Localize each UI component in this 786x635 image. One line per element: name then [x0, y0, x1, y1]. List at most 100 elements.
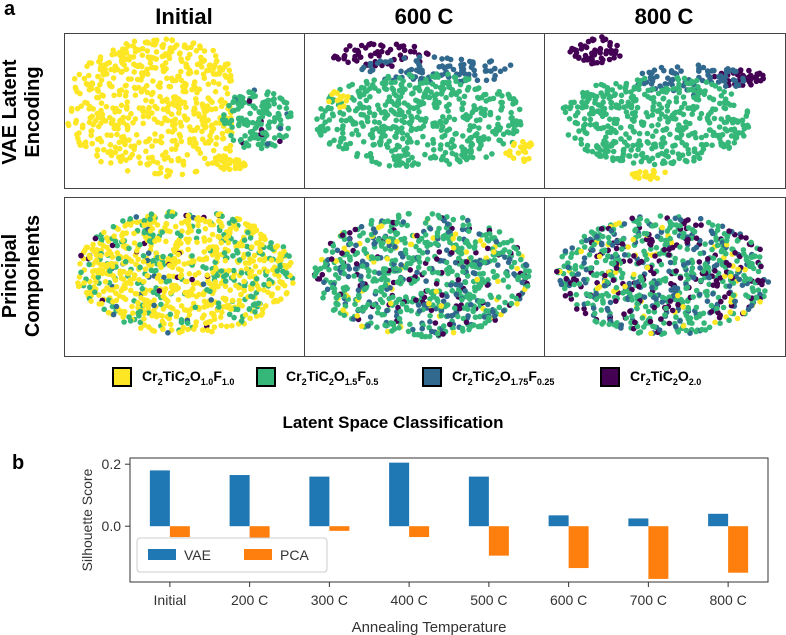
- scatter-point: [593, 259, 600, 266]
- scatter-point: [263, 110, 270, 116]
- scatter-point: [347, 240, 354, 247]
- scatter-point: [722, 273, 728, 280]
- scatter-point: [379, 62, 385, 69]
- scatter-point: [405, 210, 412, 217]
- scatter-point: [630, 160, 637, 166]
- scatter-point: [631, 117, 637, 124]
- scatter-point: [735, 266, 741, 273]
- scatter-point: [400, 135, 406, 142]
- scatter-point: [636, 130, 643, 137]
- scatter-point: [257, 248, 264, 254]
- scatter-point: [116, 49, 123, 56]
- scatter-point: [654, 233, 661, 240]
- scatter-point: [613, 269, 619, 276]
- scatter-point: [725, 66, 731, 72]
- scatter-point: [477, 237, 484, 244]
- scatter-point: [165, 154, 171, 161]
- scatter-point: [460, 222, 467, 229]
- scatter-point: [197, 43, 203, 49]
- scatter-point: [667, 131, 673, 138]
- scatter-point: [338, 117, 345, 124]
- scatter-point: [634, 323, 641, 330]
- scatter-point: [683, 142, 690, 148]
- scatter-point: [675, 151, 682, 157]
- scatter-point: [382, 85, 389, 92]
- scatter-point: [685, 236, 691, 243]
- scatter-point: [458, 56, 465, 63]
- scatter-point: [68, 108, 75, 114]
- scatter-point: [465, 313, 471, 319]
- scatter-point: [632, 319, 638, 326]
- scatter-point: [196, 113, 202, 120]
- scatter-point: [379, 48, 385, 55]
- scatter-point: [213, 120, 219, 126]
- scatter-point: [115, 226, 121, 232]
- scatter-point: [352, 53, 358, 60]
- scatter-point: [361, 64, 367, 71]
- scatter-point: [513, 246, 519, 252]
- legend-item: Cr2TiC2O1.0F1.0: [112, 367, 234, 387]
- scatter-point: [199, 57, 205, 63]
- scatter-point: [496, 304, 503, 311]
- scatter-point: [401, 113, 408, 120]
- scatter-point: [212, 248, 219, 255]
- scatter-point: [394, 219, 401, 225]
- scatter-point: [593, 124, 599, 130]
- scatter-point: [312, 273, 318, 279]
- bar-vae: [229, 475, 250, 527]
- scatter-point: [723, 259, 730, 266]
- scatter-point: [609, 242, 616, 248]
- scatter-point: [517, 121, 524, 128]
- scatter-point: [459, 297, 465, 303]
- scatter-point: [430, 147, 437, 153]
- scatter-point: [120, 218, 126, 224]
- scatter-point: [469, 154, 476, 161]
- scatter-point: [110, 273, 117, 279]
- scatter-point: [715, 223, 721, 229]
- scatter-point: [606, 56, 613, 63]
- scatter-point: [427, 313, 433, 319]
- scatter-point: [658, 150, 665, 157]
- scatter-point: [645, 94, 651, 100]
- scatter-point: [470, 293, 477, 300]
- scatter-point: [651, 99, 657, 106]
- scatter-point: [229, 322, 235, 329]
- scatter-point: [186, 222, 192, 229]
- scatter-point: [668, 280, 674, 287]
- scatter-point: [425, 51, 431, 57]
- scatter-point: [343, 117, 350, 124]
- scatter-point: [187, 139, 193, 146]
- scatter-point: [273, 244, 279, 251]
- scatter-point: [490, 308, 496, 315]
- scatter-point: [677, 297, 683, 304]
- scatter-point: [669, 307, 676, 314]
- scatter-point: [717, 275, 724, 281]
- scatter-point: [384, 307, 390, 314]
- scatter-point: [246, 98, 253, 104]
- scatter-point: [409, 74, 416, 80]
- scatter-point: [126, 137, 132, 143]
- scatter-point: [175, 296, 182, 303]
- scatter-point: [139, 285, 146, 292]
- scatter-point: [684, 80, 690, 86]
- scatter-point: [346, 236, 352, 242]
- scatter-point: [399, 84, 406, 91]
- scatter-point: [391, 326, 398, 332]
- scatter-point: [656, 108, 662, 114]
- scatter-point: [631, 253, 637, 259]
- scatter-point: [447, 56, 454, 63]
- scatter-point: [394, 130, 400, 136]
- scatter-point: [352, 107, 359, 114]
- scatter-point: [747, 276, 753, 283]
- scatter-point: [324, 286, 331, 293]
- scatter-point: [731, 140, 738, 146]
- scatter-point: [466, 222, 472, 228]
- scatter-point: [207, 318, 214, 325]
- scatter-point: [121, 139, 127, 146]
- scatter-point: [209, 99, 215, 105]
- bar-pca: [169, 526, 190, 538]
- scatter-point: [231, 314, 237, 321]
- legend-formula: Cr2TiC2O2.0: [630, 367, 702, 387]
- scatter-point: [238, 136, 244, 143]
- scatter-point: [208, 302, 215, 308]
